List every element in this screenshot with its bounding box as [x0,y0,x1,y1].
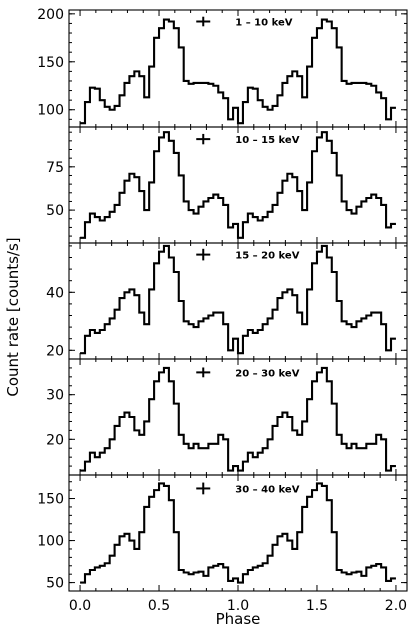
panel-20-30kev: 20 30 20 – 30 keV [46,358,408,476]
panel-20-30kev-band-label: 20 – 30 keV [235,368,299,379]
panel-10-15kev-ytick-label: 75 [46,160,64,176]
panel-1-10kev-series [80,18,396,125]
panel-1-10kev: 100 150 200 1 – 10 keV [37,7,408,128]
x-axis-title: Phase [216,610,261,628]
panel-15-20kev-series [80,244,396,355]
y-axis-title: Count rate [counts/s] [4,237,22,396]
panel-30-40kev: 50 100 150 30 – 40 keV [37,474,408,592]
panel-15-20kev-band-label: 15 – 20 keV [235,251,299,262]
panel-30-40kev-ytick-label: 100 [37,534,64,550]
panel-10-15kev-band-label: 10 – 15 keV [235,135,299,146]
panel-1-10kev-ytick-label: 200 [37,7,64,23]
panel-20-30kev-series [80,366,396,472]
panel-15-20kev-ytick-label: 40 [46,285,64,301]
panel-15-20kev-ytick-label: 20 [46,343,64,359]
panel-10-15kev-series [80,131,396,239]
panel-1-10kev-ytick-label: 100 [37,103,64,119]
x-tick-label: 0.0 [69,598,91,614]
x-tick-label: 1.0 [227,598,249,614]
panel-1-10kev-band-label: 1 – 10 keV [235,18,292,29]
panel-30-40kev-ytick-label: 150 [37,492,64,508]
x-tick-label: 0.5 [148,598,170,614]
panel-30-40kev-band-label: 30 – 40 keV [235,484,299,495]
panel-20-30kev-ytick-label: 20 [46,432,64,448]
panel-30-40kev-ytick-label: 50 [46,576,64,592]
panel-20-30kev-ytick-label: 30 [46,388,64,404]
x-tick-label: 1.5 [306,598,328,614]
panel-10-15kev-ytick-label: 50 [46,203,64,219]
panel-15-20kev: 20 40 15 – 20 keV [46,242,408,360]
panel-10-15kev: 50 75 10 – 15 keV [46,126,408,244]
x-tick-label: 2.0 [385,598,407,614]
panel-30-40kev-series [80,482,396,584]
panel-1-10kev-ytick-label: 150 [37,55,64,71]
panels-group: 100 150 200 1 – 10 keV 50 75 10 – 15 keV 20 40 15… [37,7,408,614]
